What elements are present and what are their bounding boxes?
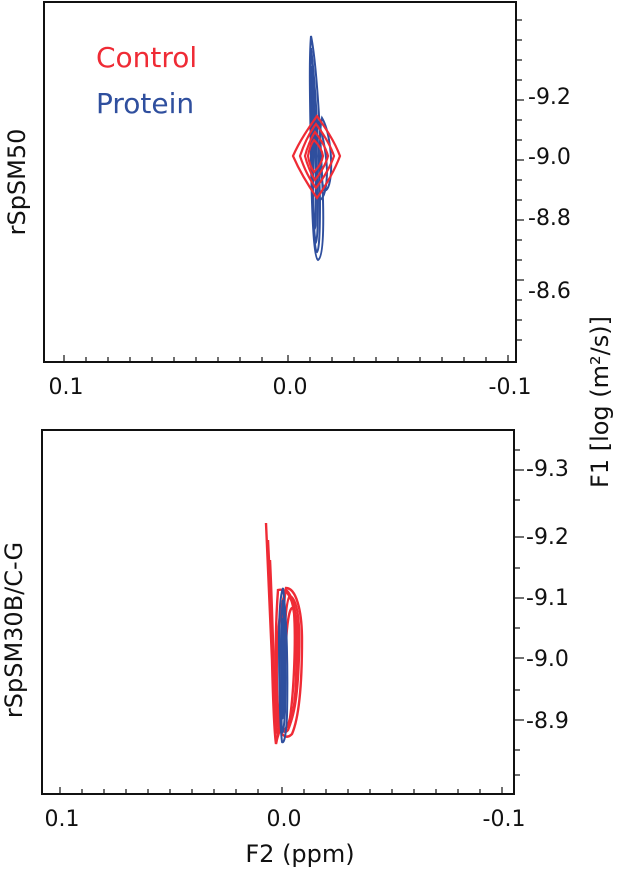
top-y-minor-ticks	[516, 19, 524, 341]
bottom-control-contour-4	[274, 588, 296, 731]
legend-protein-label: Protein	[96, 87, 194, 120]
top-x-tick-label-2: -0.1	[489, 375, 532, 400]
top-protein-contour-4	[314, 116, 329, 202]
bottom-x-tick-label-2: -0.1	[483, 807, 526, 832]
top-protein-contours	[308, 35, 333, 262]
top-y-tick-label-3: -8.6	[528, 279, 571, 304]
top-plot-frame	[43, 1, 517, 363]
top-panel: 0.1 0.0 -0.1 -9.2 -9.0 -8.8 -8.6 Control…	[3, 1, 571, 400]
bottom-y-minor-ticks	[514, 449, 524, 776]
bottom-y-tick-label-2: -9.1	[526, 586, 569, 611]
top-control-contour-0	[291, 114, 342, 200]
bottom-protein-contour-2	[280, 617, 286, 720]
top-y-tick-label-0: -9.2	[528, 85, 571, 110]
bottom-plot-frame	[41, 429, 515, 795]
x-axis-title: F2 (ppm)	[245, 840, 354, 868]
bottom-x-minor-ticks	[59, 787, 503, 794]
bottom-protein-contours	[277, 587, 289, 744]
top-x-minor-ticks	[63, 355, 509, 362]
bottom-y-tick-label-0: -9.3	[526, 457, 569, 482]
legend-control-label: Control	[96, 41, 197, 74]
y-axis-title: F1 [log (m²/s)]	[586, 316, 614, 488]
top-control-contour-3	[306, 138, 325, 174]
top-x-tick-label-1: 0.0	[273, 375, 308, 400]
top-x-tick-label-0: 0.1	[49, 375, 84, 400]
top-panel-label: rSpSM50	[3, 129, 31, 236]
bottom-x-tick-label-0: 0.1	[45, 807, 80, 832]
top-y-tick-label-1: -9.0	[528, 145, 571, 170]
bottom-x-tick-label-1: 0.0	[267, 807, 302, 832]
top-control-contours	[291, 114, 342, 200]
bottom-protein-contour-0	[277, 587, 289, 744]
bottom-control-contour-3	[275, 588, 300, 734]
bottom-panel-label: rSpSM30B/C-G	[0, 542, 28, 718]
bottom-y-tick-label-1: -9.2	[526, 525, 569, 550]
bottom-protein-contour-1	[279, 599, 287, 734]
top-control-contour-2	[303, 130, 330, 182]
bottom-panel: 0.1 0.0 -0.1 -9.3 -9.2 -9.1 -9.0 -8.9 rS…	[0, 429, 569, 832]
top-protein-contour-5	[318, 115, 333, 192]
bottom-y-tick-label-3: -9.0	[526, 647, 569, 672]
top-control-contour-1	[298, 122, 336, 190]
top-y-tick-label-2: -8.8	[528, 206, 571, 231]
bottom-y-tick-label-4: -8.9	[526, 709, 569, 734]
